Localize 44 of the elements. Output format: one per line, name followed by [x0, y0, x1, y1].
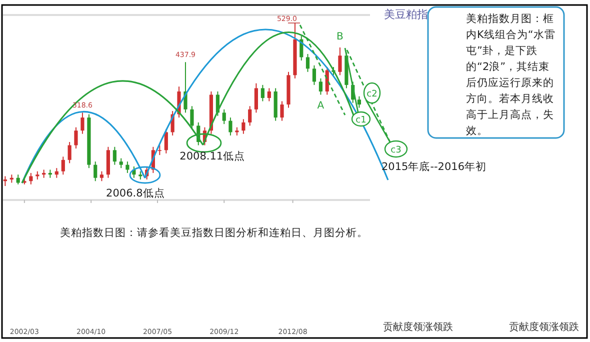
- text: 领跌: [433, 321, 453, 333]
- text: 贡献度: [383, 321, 413, 333]
- candlestick: [74, 126, 78, 150]
- candlestick: [306, 53, 310, 72]
- candlestick: [29, 172, 33, 185]
- candlestick: [158, 144, 162, 156]
- candlestick: [267, 88, 271, 102]
- candlestick: [280, 100, 284, 122]
- text: c3: [390, 146, 402, 156]
- candlestick: [242, 118, 246, 134]
- candlestick: [338, 46, 342, 76]
- annotation: c2: [366, 90, 378, 100]
- text: 美粕指数月图：框内K线组合为“水雷屯”卦，是下跌的“2浪”，其结束后仍应运行原来的方向。若本月线收高于上月高点，失效。: [466, 12, 556, 139]
- text: 领涨: [539, 321, 559, 333]
- candlestick: [80, 112, 84, 134]
- text: 领跌: [559, 321, 579, 333]
- candlestick: [112, 146, 116, 166]
- annotation: A: [317, 100, 324, 112]
- candlestick: [119, 158, 123, 169]
- candlestick: [3, 176, 7, 186]
- candlestick: [318, 78, 323, 96]
- text: 贡献度: [509, 321, 539, 333]
- text: 美豆粕指: [384, 8, 428, 21]
- candlestick: [190, 106, 194, 130]
- candlestick: [222, 108, 226, 125]
- text: 领涨: [413, 321, 433, 333]
- candlestick: [248, 106, 252, 126]
- candlestick: [228, 117, 232, 136]
- candlestick: [68, 141, 72, 164]
- candlestick: [94, 161, 98, 182]
- annotation: 2008.11低点: [180, 149, 246, 162]
- annotation: B: [336, 31, 344, 42]
- text: 美粕指数日图：请参看美豆指数日图分析和连粕日、月图分析。: [60, 226, 368, 239]
- annotation: 2006.8低点: [106, 186, 165, 200]
- candlestick: [16, 174, 20, 185]
- candlestick: [357, 96, 362, 108]
- candlestick: [61, 156, 65, 176]
- candlestick: [312, 64, 316, 86]
- candlestick: [126, 161, 130, 174]
- candlestick: [260, 84, 264, 102]
- candlestick: [184, 62, 188, 114]
- annotation: c1: [356, 116, 366, 126]
- candlestick: [254, 82, 258, 114]
- candlestick: [100, 170, 104, 182]
